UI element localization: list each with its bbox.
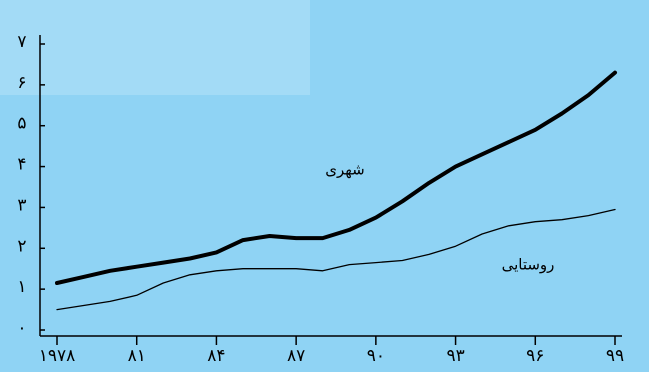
series-label: روستایی [502,256,555,274]
y-tick-label: ۷ [17,32,26,52]
series-line [55,70,617,285]
x-tick-label: ۸۴ [207,346,225,366]
y-tick-label: ۳ [17,195,26,215]
y-tick-label: ۵ [17,114,26,134]
series-line [56,208,616,311]
x-tick-label: ۸۷ [287,346,305,366]
y-tick-label: ۴ [17,155,26,175]
x-tick-label: ۹۰ [367,346,385,366]
y-tick-label: ۰ [17,318,26,338]
y-tick-label: ۶ [17,73,26,93]
x-tick-label: ۱۹۷۸ [39,346,76,366]
x-tick-label: ۹۶ [526,346,544,366]
series-label: شهری [325,161,365,179]
x-tick-label: ۹۳ [446,346,464,366]
x-tick-label: ۸۱ [128,346,146,366]
watermark [0,0,310,95]
y-tick-label: ۱ [17,277,26,297]
x-tick-label: ۹۹ [606,346,624,366]
y-tick-label: ۲ [17,236,26,256]
